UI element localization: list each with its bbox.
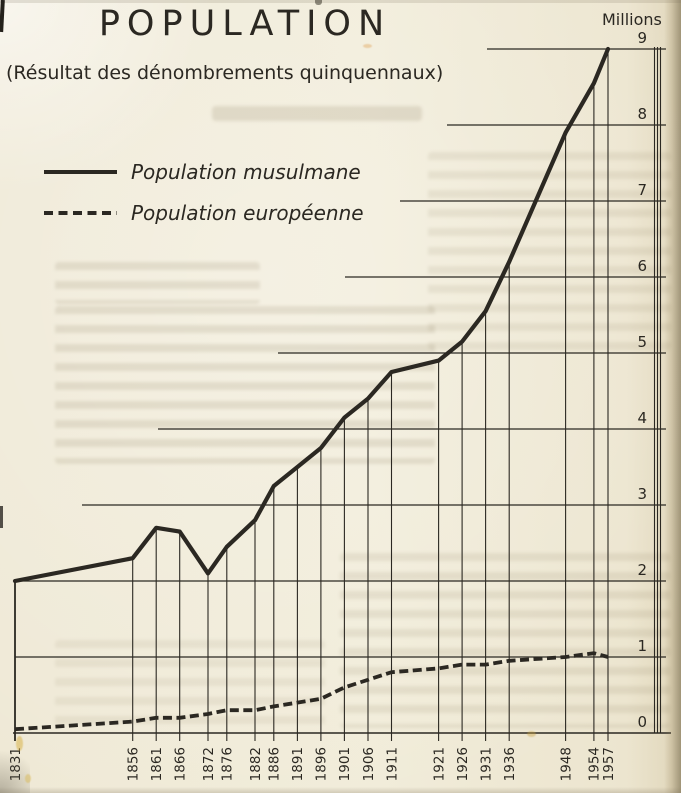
svg-text:1931: 1931 [478, 747, 494, 781]
svg-text:1954: 1954 [587, 747, 603, 781]
scan-edge-top [0, 0, 681, 3]
bleed-through-text [55, 306, 435, 464]
bleed-through-title [212, 106, 422, 121]
svg-text:0: 0 [637, 713, 647, 731]
svg-text:1861: 1861 [149, 747, 165, 781]
european-line [14, 651, 609, 732]
bleed-through-text [428, 152, 671, 350]
svg-text:1882: 1882 [248, 747, 264, 781]
legend-row-musulmane: Population musulmane [44, 160, 364, 184]
svg-text:6: 6 [637, 257, 647, 275]
svg-text:1872: 1872 [201, 747, 217, 781]
svg-text:4: 4 [637, 409, 647, 427]
svg-text:1936: 1936 [502, 747, 518, 781]
scan-artifact [315, 0, 322, 5]
scan-artifact [0, 506, 3, 528]
svg-text:1856: 1856 [126, 747, 142, 781]
svg-text:9: 9 [637, 29, 647, 47]
y-axis-labels: 0 1 2 3 4 5 6 7 8 9 [637, 29, 647, 731]
svg-text:1901: 1901 [337, 747, 353, 781]
bleed-through-text [55, 640, 325, 735]
svg-text:3: 3 [637, 485, 647, 503]
gridlines [13, 48, 671, 734]
legend-label-europeenne: Population européenne [131, 201, 364, 225]
unit-label: Millions [602, 10, 662, 29]
page-gutter-shadow [664, 0, 681, 793]
svg-text:7: 7 [637, 181, 647, 199]
svg-text:1876: 1876 [220, 747, 236, 781]
paper-stain [527, 731, 536, 737]
svg-text:2: 2 [637, 561, 647, 579]
solid-line-swatch [44, 169, 117, 175]
legend-row-europeenne: Population européenne [44, 201, 364, 225]
svg-text:1886: 1886 [267, 747, 283, 781]
svg-text:1921: 1921 [431, 747, 447, 781]
paper-stain [25, 774, 31, 783]
bleed-through-text [340, 553, 670, 728]
svg-text:1: 1 [637, 637, 647, 655]
legend-label-musulmane: Population musulmane [131, 160, 361, 184]
census-drop-lines [14, 49, 609, 741]
legend: Population musulmane Population européen… [44, 160, 364, 243]
svg-text:1948: 1948 [558, 747, 574, 781]
chart-title: POPULATION [98, 4, 392, 44]
muslim-line [12, 46, 611, 584]
dashed-line-swatch [44, 211, 117, 215]
svg-text:1831: 1831 [8, 747, 24, 781]
right-axis [653, 47, 662, 734]
svg-text:1926: 1926 [455, 747, 471, 781]
bleed-through-text [55, 262, 260, 304]
svg-text:1866: 1866 [173, 747, 189, 781]
page-corner-curl [0, 742, 30, 793]
svg-text:1957: 1957 [601, 747, 617, 781]
svg-text:1891: 1891 [290, 747, 306, 781]
paper-stain [16, 736, 23, 751]
svg-text:1911: 1911 [384, 747, 400, 781]
scan-edge-bottom [0, 787, 681, 793]
svg-text:8: 8 [637, 105, 647, 123]
chart-subtitle: (Résultat des dénombrements quinquennaux… [6, 62, 444, 84]
svg-text:1896: 1896 [314, 747, 330, 781]
paper-stain [363, 44, 372, 48]
svg-text:5: 5 [637, 333, 647, 351]
svg-text:1906: 1906 [361, 747, 377, 781]
